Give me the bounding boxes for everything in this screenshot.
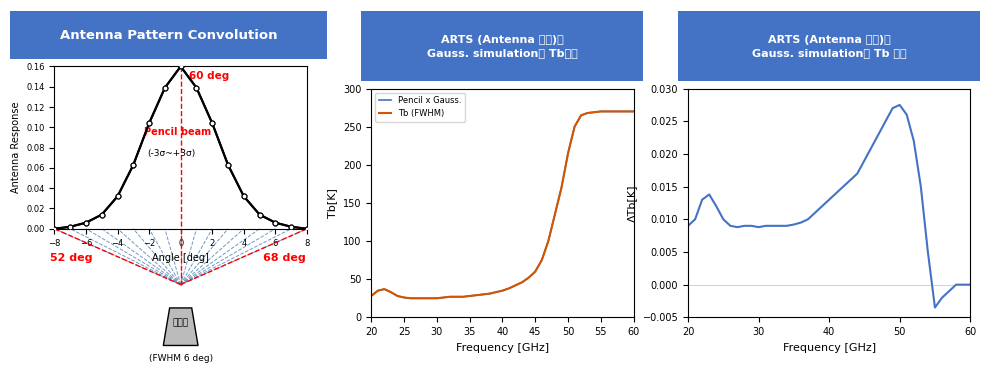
- Text: Pencil beam: Pencil beam: [145, 127, 212, 137]
- Text: (FWHM 6 deg): (FWHM 6 deg): [148, 354, 213, 363]
- Legend: Pencil x Gauss., Tb (FWHM): Pencil x Gauss., Tb (FWHM): [375, 93, 464, 121]
- X-axis label: Frequency [GHz]: Frequency [GHz]: [455, 343, 549, 353]
- Y-axis label: Antenna Response: Antenna Response: [11, 102, 21, 193]
- X-axis label: Angle [deg]: Angle [deg]: [152, 253, 209, 263]
- Text: ARTS (Antenna 포함)와
Gauss. simulation의 Tb 차이: ARTS (Antenna 포함)와 Gauss. simulation의 Tb…: [751, 35, 907, 58]
- Text: (-3σ~+3σ): (-3σ~+3σ): [148, 149, 196, 158]
- Text: 52 deg: 52 deg: [50, 253, 92, 263]
- Text: 68 deg: 68 deg: [262, 253, 306, 263]
- Polygon shape: [163, 308, 198, 345]
- Text: 60 deg: 60 deg: [188, 70, 229, 80]
- Y-axis label: Tb[K]: Tb[K]: [328, 188, 338, 218]
- Text: Antenna Pattern Convolution: Antenna Pattern Convolution: [59, 28, 277, 42]
- Text: 안테나: 안테나: [172, 319, 189, 328]
- X-axis label: Frequency [GHz]: Frequency [GHz]: [782, 343, 876, 353]
- Text: ARTS (Antenna 포함)와
Gauss. simulation의 Tb비교: ARTS (Antenna 포함)와 Gauss. simulation의 Tb…: [427, 35, 578, 58]
- Y-axis label: ΔTb[K]: ΔTb[K]: [627, 184, 637, 222]
